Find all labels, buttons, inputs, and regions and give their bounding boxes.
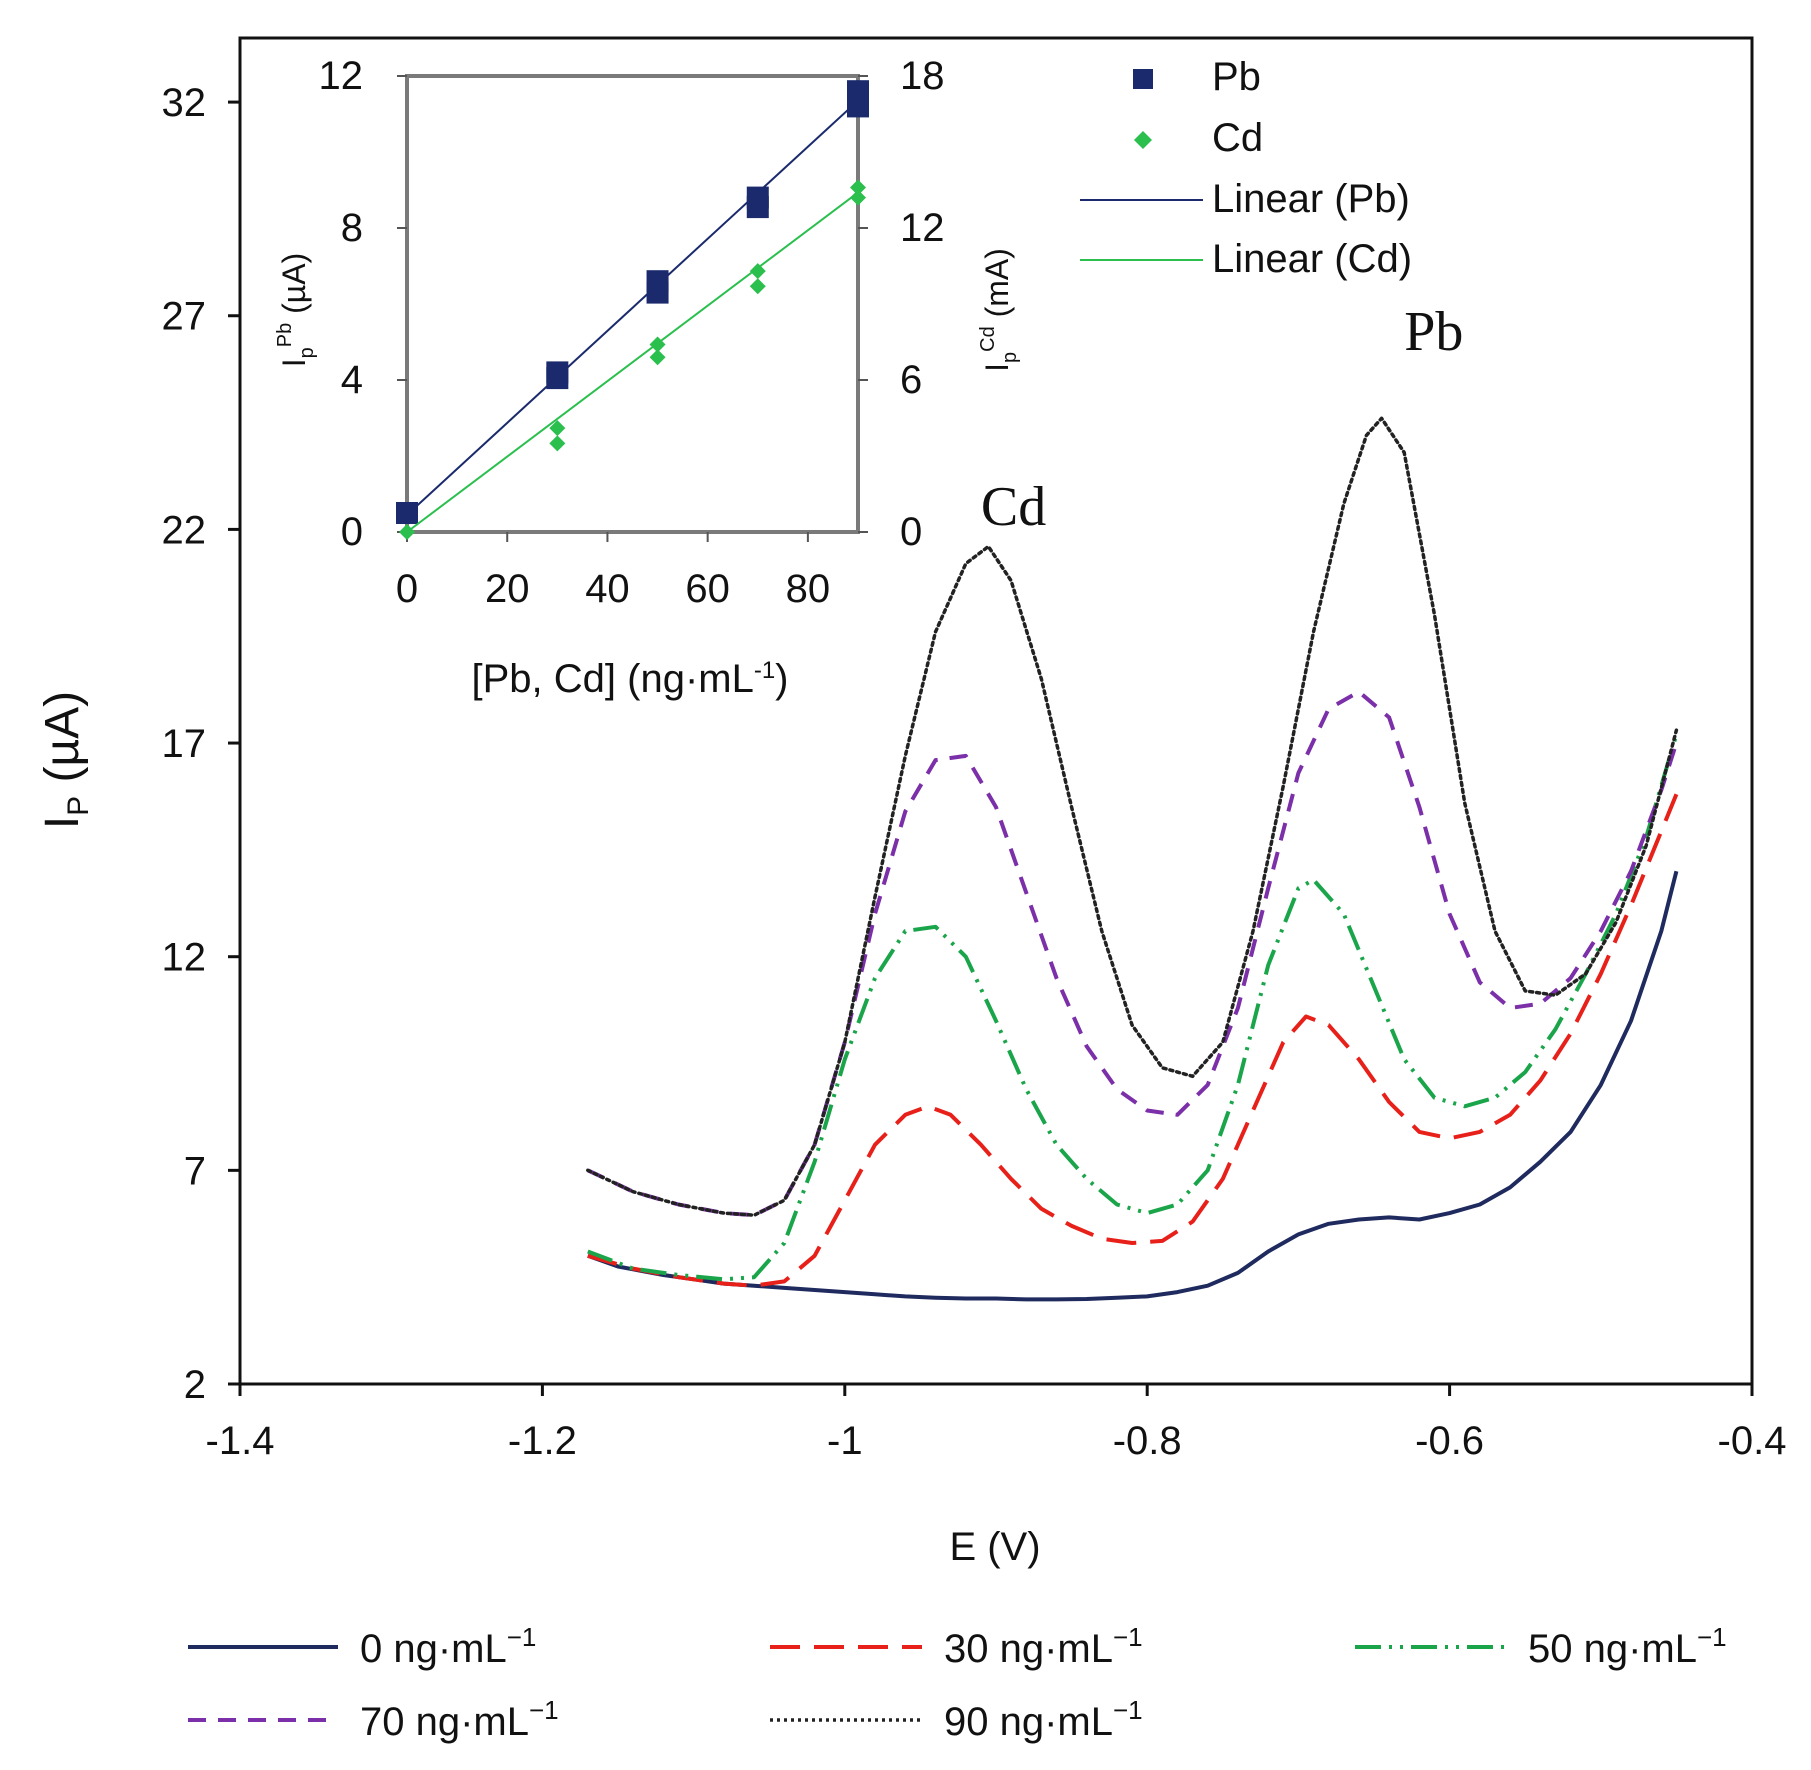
legend-label-4: 90 ng·mL−1 — [944, 1695, 1143, 1744]
inset-point-cd — [549, 435, 566, 452]
series-line-1 — [587, 793, 1679, 1288]
inset-left-tick-label: 8 — [341, 206, 363, 250]
inset-x-tick-label: 0 — [396, 567, 418, 611]
legend-label-0: 0 ng·mL−1 — [360, 1622, 536, 1671]
series-line-4 — [586, 416, 1679, 1217]
y-tick-label: 2 — [184, 1363, 206, 1407]
main-x-axis-title: E (V) — [949, 1525, 1040, 1569]
y-tick-label: 17 — [162, 722, 207, 766]
inset-plot-frame — [405, 74, 860, 534]
inset-x-axis-title: [Pb, Cd] (ng·mL-1) — [472, 657, 789, 701]
inset-legend-label-pb: Pb — [1212, 55, 1261, 99]
inset-right-tick-label: 12 — [900, 206, 945, 250]
x-tick-label: -1.2 — [508, 1419, 577, 1463]
inset-point-cd — [649, 349, 666, 366]
inset-point-cd — [850, 179, 866, 196]
legend-label-3: 70 ng·mL−1 — [360, 1695, 559, 1744]
y-tick-label: 12 — [162, 936, 207, 980]
inset-right-tick-label: 0 — [900, 510, 922, 554]
inset-point-cd — [749, 278, 766, 295]
legend-marker-cd — [1134, 131, 1152, 149]
legend-item-0: 0 ng·mL−1 — [188, 1622, 536, 1671]
x-tick-label: -1.4 — [206, 1419, 275, 1463]
main-plot-frame — [238, 36, 1754, 1386]
inset-chart-axes: 0 20 40 60 80 0 4 8 12 0 6 12 18 — [319, 54, 945, 611]
inset-point-cd — [649, 336, 666, 353]
legend-item-1: 30 ng·mL−1 — [770, 1622, 1143, 1671]
inset-left-tick-label: 12 — [319, 54, 364, 98]
inset-point-pb — [746, 196, 769, 219]
legend-item-2: 50 ng·mL−1 — [1355, 1622, 1727, 1671]
x-tick-label: -1 — [827, 1419, 863, 1463]
inset-left-tick-label: 4 — [341, 358, 363, 402]
inset-legend-label-linear-cd: Linear (Cd) — [1212, 237, 1412, 281]
y-tick-label: 32 — [162, 81, 207, 125]
inset-legend-label-linear-pb: Linear (Pb) — [1212, 177, 1410, 221]
peak-label-pb: Pb — [1404, 301, 1463, 363]
inset-x-tick-label: 40 — [585, 567, 630, 611]
inset-right-tick-label: 6 — [900, 358, 922, 402]
peak-label-cd: Cd — [981, 476, 1046, 538]
inset-chart-series — [396, 80, 869, 540]
legend-label-1: 30 ng·mL−1 — [944, 1622, 1143, 1671]
x-tick-label: -0.6 — [1415, 1419, 1484, 1463]
y-tick-label: 7 — [184, 1149, 206, 1193]
inset-left-axis-title: IpPb (µA) — [274, 253, 318, 367]
series-line-0 — [587, 870, 1679, 1302]
inset-point-cd — [749, 263, 766, 280]
inset-x-tick-label: 60 — [685, 567, 730, 611]
y-tick-label: 27 — [162, 295, 207, 339]
legend-item-4: 90 ng·mL−1 — [770, 1695, 1143, 1744]
inset-x-tick-label: 20 — [485, 567, 530, 611]
x-tick-label: -0.8 — [1113, 1419, 1182, 1463]
main-y-axis-title: IP (µA) — [36, 691, 95, 829]
legend-label-2: 50 ng·mL−1 — [1528, 1622, 1727, 1671]
inset-fit-line-cd — [406, 191, 859, 533]
inset-point-pb — [546, 367, 569, 390]
inset-point-cd — [850, 189, 866, 206]
inset-point-cd — [399, 524, 415, 540]
inset-right-tick-label: 18 — [900, 54, 945, 98]
inset-legend: Pb Cd Linear (Pb) Linear (Cd) — [1080, 55, 1412, 281]
inset-right-axis-title: IpCd (mA) — [977, 248, 1021, 372]
inset-point-pb — [646, 281, 669, 304]
main-legend: 0 ng·mL−1 30 ng·mL−1 50 ng·mL−1 70 ng·mL… — [188, 1622, 1727, 1744]
inset-x-tick-label: 80 — [786, 567, 831, 611]
inset-point-cd — [549, 420, 566, 437]
series-line-2 — [587, 733, 1679, 1282]
inset-point-pb — [396, 502, 418, 524]
series-line-3 — [586, 689, 1679, 1218]
y-tick-label: 22 — [162, 508, 207, 552]
legend-marker-pb — [1133, 69, 1153, 89]
inset-left-tick-label: 0 — [341, 510, 363, 554]
legend-item-3: 70 ng·mL−1 — [188, 1695, 559, 1744]
main-chart-series — [586, 416, 1679, 1302]
inset-fit-line-pb — [406, 99, 859, 516]
x-tick-label: -0.4 — [1718, 1419, 1787, 1463]
inset-point-pb — [847, 95, 869, 118]
inset-legend-label-cd: Cd — [1212, 116, 1263, 160]
main-chart-axes — [238, 36, 1754, 1386]
